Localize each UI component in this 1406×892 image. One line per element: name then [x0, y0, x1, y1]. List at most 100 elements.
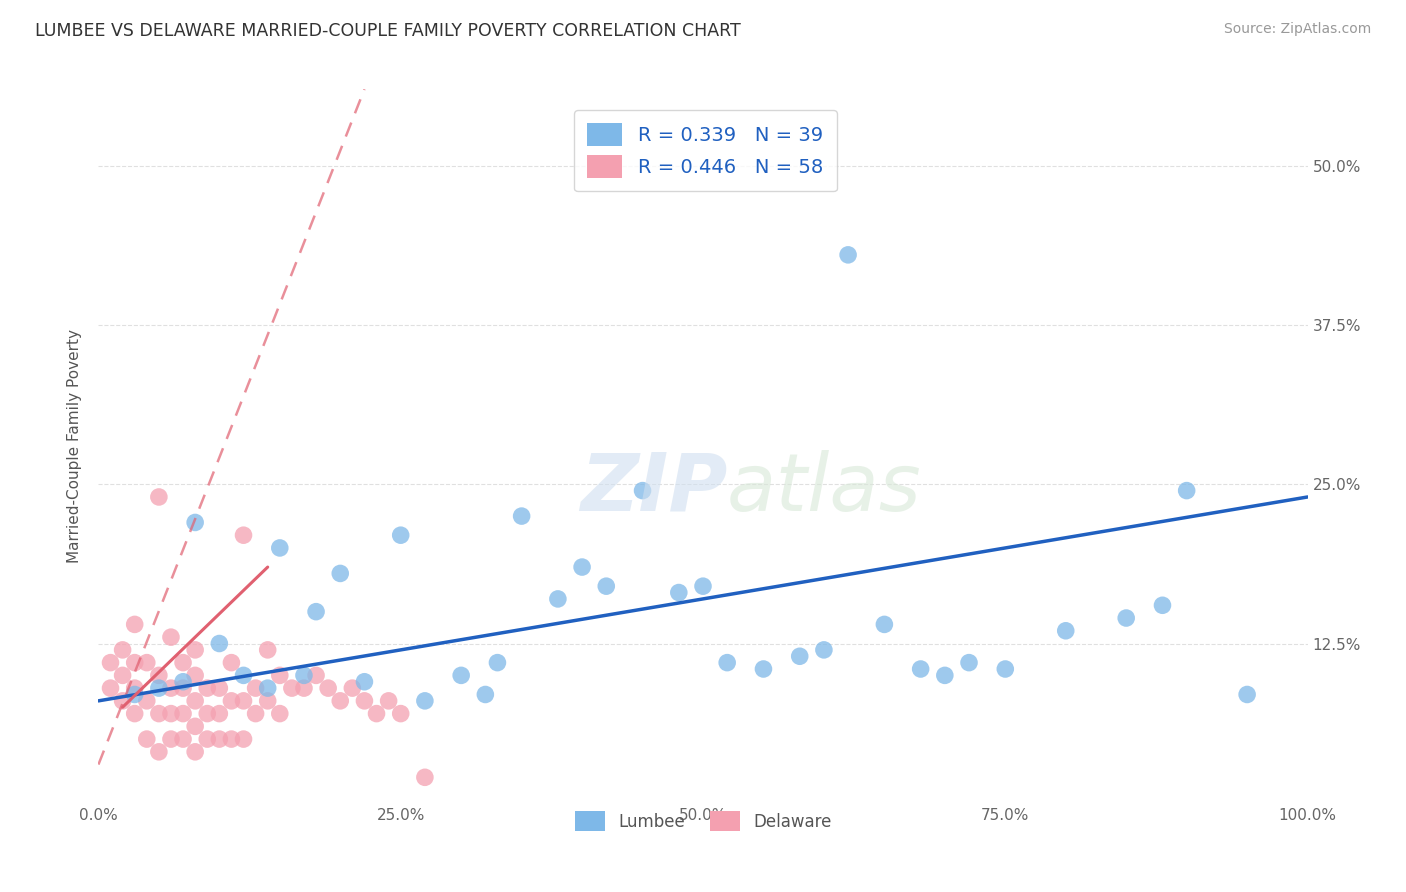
- Point: [957, 656, 980, 670]
- Point: [195, 732, 218, 747]
- Point: [269, 706, 291, 721]
- Point: [160, 630, 183, 644]
- Point: [221, 732, 243, 747]
- Point: [232, 732, 254, 747]
- Point: [486, 656, 509, 670]
- Point: [124, 688, 146, 702]
- Point: [148, 681, 170, 695]
- Point: [1152, 599, 1174, 613]
- Point: [353, 674, 375, 689]
- Point: [160, 732, 183, 747]
- Point: [111, 668, 134, 682]
- Point: [221, 694, 243, 708]
- Text: atlas: atlas: [727, 450, 922, 528]
- Text: ZIP: ZIP: [579, 450, 727, 528]
- Point: [281, 681, 304, 695]
- Point: [631, 483, 654, 498]
- Point: [111, 694, 134, 708]
- Point: [595, 579, 617, 593]
- Point: [353, 694, 375, 708]
- Point: [510, 509, 533, 524]
- Point: [668, 585, 690, 599]
- Point: [994, 662, 1017, 676]
- Point: [184, 516, 207, 530]
- Point: [208, 636, 231, 650]
- Point: [148, 490, 170, 504]
- Point: [100, 656, 122, 670]
- Point: [208, 706, 231, 721]
- Point: [100, 681, 122, 695]
- Point: [184, 668, 207, 682]
- Point: [389, 706, 412, 721]
- Point: [172, 656, 194, 670]
- Point: [329, 694, 352, 708]
- Point: [111, 643, 134, 657]
- Point: [342, 681, 364, 695]
- Point: [269, 541, 291, 555]
- Point: [377, 694, 399, 708]
- Point: [135, 694, 157, 708]
- Point: [837, 248, 859, 262]
- Point: [305, 668, 328, 682]
- Point: [184, 643, 207, 657]
- Point: [292, 681, 315, 695]
- Text: LUMBEE VS DELAWARE MARRIED-COUPLE FAMILY POVERTY CORRELATION CHART: LUMBEE VS DELAWARE MARRIED-COUPLE FAMILY…: [35, 22, 741, 40]
- Point: [160, 681, 183, 695]
- Point: [716, 656, 738, 670]
- Point: [195, 681, 218, 695]
- Point: [292, 668, 315, 682]
- Point: [1175, 483, 1198, 498]
- Point: [135, 732, 157, 747]
- Point: [245, 681, 267, 695]
- Point: [789, 649, 811, 664]
- Point: [1236, 688, 1258, 702]
- Point: [873, 617, 896, 632]
- Point: [208, 732, 231, 747]
- Point: [366, 706, 388, 721]
- Point: [692, 579, 714, 593]
- Point: [221, 656, 243, 670]
- Point: [172, 674, 194, 689]
- Point: [910, 662, 932, 676]
- Point: [232, 694, 254, 708]
- Point: [450, 668, 472, 682]
- Point: [148, 745, 170, 759]
- Y-axis label: Married-Couple Family Poverty: Married-Couple Family Poverty: [67, 329, 83, 563]
- Point: [316, 681, 339, 695]
- Point: [172, 732, 194, 747]
- Point: [124, 617, 146, 632]
- Point: [256, 681, 278, 695]
- Point: [256, 694, 278, 708]
- Point: [256, 643, 278, 657]
- Point: [269, 668, 291, 682]
- Point: [389, 528, 412, 542]
- Point: [160, 706, 183, 721]
- Point: [195, 706, 218, 721]
- Point: [232, 528, 254, 542]
- Point: [184, 745, 207, 759]
- Point: [813, 643, 835, 657]
- Point: [413, 770, 436, 784]
- Point: [245, 706, 267, 721]
- Point: [547, 591, 569, 606]
- Point: [124, 681, 146, 695]
- Point: [124, 656, 146, 670]
- Point: [571, 560, 593, 574]
- Point: [148, 706, 170, 721]
- Legend: Lumbee, Delaware: Lumbee, Delaware: [568, 805, 838, 838]
- Point: [752, 662, 775, 676]
- Point: [135, 656, 157, 670]
- Point: [148, 668, 170, 682]
- Point: [124, 706, 146, 721]
- Point: [1054, 624, 1077, 638]
- Point: [474, 688, 496, 702]
- Point: [329, 566, 352, 581]
- Point: [305, 605, 328, 619]
- Text: Source: ZipAtlas.com: Source: ZipAtlas.com: [1223, 22, 1371, 37]
- Point: [413, 694, 436, 708]
- Point: [172, 706, 194, 721]
- Point: [232, 668, 254, 682]
- Point: [1115, 611, 1137, 625]
- Point: [208, 681, 231, 695]
- Point: [184, 694, 207, 708]
